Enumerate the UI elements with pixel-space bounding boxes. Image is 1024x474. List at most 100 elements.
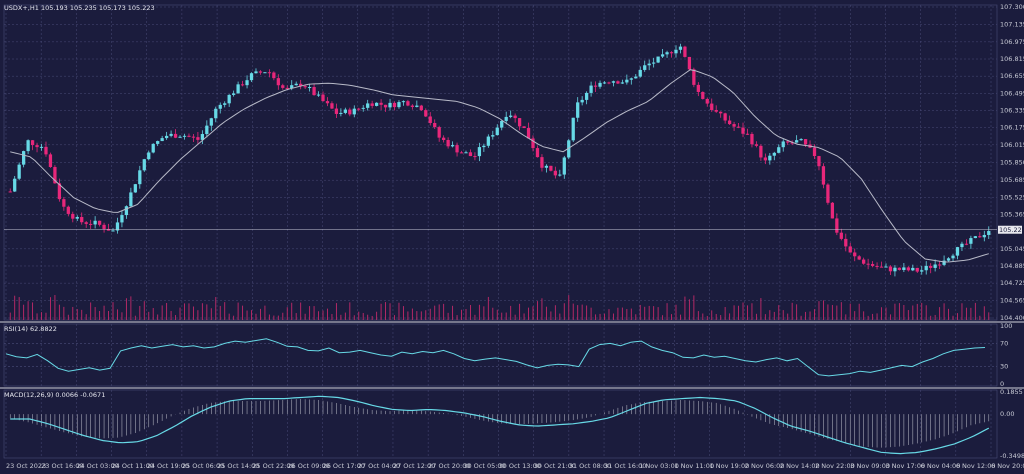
candle-body [750, 133, 754, 145]
candle-body [75, 217, 79, 219]
price-tick-label: 106.815 [1000, 55, 1024, 63]
candle-body [182, 135, 187, 137]
candle-body [553, 170, 557, 176]
candle-body [415, 105, 419, 107]
candle-body [285, 87, 289, 89]
time-tick-label: 24 Oct 11:00 [112, 462, 154, 470]
candle-body [853, 252, 857, 257]
candle-body [567, 140, 571, 158]
macd-header: MACD(12,26,9) 0.0066 -0.0671 [4, 391, 105, 399]
candle-body [80, 217, 84, 223]
candle-body [44, 146, 48, 155]
candle-body [884, 266, 888, 268]
candle-body [835, 218, 839, 233]
candle-body [17, 164, 21, 179]
candle-body [741, 127, 745, 134]
candle-body [589, 85, 593, 93]
candle-body [652, 62, 656, 64]
price-axis: 107.300 107.135 106.975 106.815 106.655 106.4… [4, 3, 1024, 322]
candle-body [946, 258, 951, 261]
candle-body [602, 82, 607, 84]
candle-body [888, 266, 893, 272]
price-tick-label: 105.525 [1000, 193, 1024, 201]
candle-body [924, 265, 928, 271]
candle-body [768, 155, 772, 161]
candle-body [406, 101, 410, 106]
candle-body [66, 206, 70, 214]
rsi-header: RSI(14) 62.8822 [4, 325, 57, 333]
time-tick-label: 31 Oct 16:00 [604, 462, 646, 470]
candle-body [500, 120, 504, 128]
candle-body [477, 147, 482, 157]
candle-body [504, 116, 508, 121]
candle-body [218, 104, 222, 109]
candle-body [906, 267, 910, 271]
candle-body [352, 108, 356, 115]
moving-average-line [10, 69, 989, 263]
candle-body [401, 101, 406, 103]
current-price-label: 105.223 [999, 226, 1024, 234]
candle-body [30, 140, 35, 146]
candle-body [428, 116, 432, 123]
candle-body [334, 108, 339, 114]
candle-body [173, 133, 178, 138]
candle-body [705, 98, 709, 104]
time-tick-label: 2 Nov 06:00 [745, 462, 785, 470]
candle-body [732, 124, 736, 127]
price-tick-label: 105.685 [1000, 176, 1024, 184]
price-tick-label: 104.565 [1000, 296, 1024, 304]
candle-body [897, 267, 902, 270]
candle-body [437, 127, 441, 138]
candle-body [433, 122, 437, 128]
candle-body [875, 265, 879, 267]
candle-body [558, 174, 562, 176]
macd-tick-label: 0.1855 [1000, 388, 1023, 396]
candle-body [57, 183, 62, 200]
candle-body [115, 222, 120, 231]
candle-body [723, 113, 727, 121]
candle-body [848, 246, 852, 253]
time-tick-label: 23 Oct 2023 [6, 462, 46, 470]
candle-body [821, 166, 826, 185]
candle-body [339, 112, 343, 114]
candle-body [696, 84, 700, 92]
candle-body [665, 52, 669, 55]
candle-body [13, 178, 17, 192]
candle-body [830, 202, 835, 219]
candle-body [719, 111, 723, 114]
candle-body [35, 145, 39, 148]
rsi-line [5, 338, 986, 377]
candle-body [576, 102, 580, 118]
candle-body [593, 85, 598, 87]
rsi-tick-label: 30 [1000, 363, 1008, 371]
candle-body [736, 126, 741, 128]
volume-bars [9, 295, 990, 320]
candle-body [969, 238, 973, 244]
candle-body [312, 87, 316, 96]
time-tick-label: 1 Nov 11:00 [674, 462, 714, 470]
candle-body [562, 157, 566, 175]
candle-body [803, 139, 808, 145]
candle-body [862, 259, 866, 264]
time-tick-label: 24 Oct 19:00 [147, 462, 189, 470]
candle-body [973, 236, 977, 239]
price-tick-label: 104.400 [1000, 314, 1024, 322]
candle-body [120, 215, 124, 223]
candle-body [330, 103, 334, 109]
candle-body [209, 118, 213, 126]
chart-grid [0, 4, 1024, 459]
candle-body [754, 144, 759, 146]
candle-body [607, 82, 611, 84]
candle-body [911, 267, 915, 271]
candle-body [540, 157, 544, 168]
candle-body [616, 81, 620, 84]
time-tick-label: 1 Nov 19:00 [710, 462, 750, 470]
macd-tick-label: 0.00 [1000, 410, 1014, 418]
time-tick-label: 25 Oct 06:00 [182, 462, 224, 470]
candle-body [254, 71, 258, 74]
time-tick-label: 30 Oct 21:00 [534, 462, 576, 470]
rsi-tick-label: 70 [1000, 339, 1008, 347]
candle-body [442, 137, 446, 141]
time-tick-label: 24 Oct 03:00 [76, 462, 118, 470]
